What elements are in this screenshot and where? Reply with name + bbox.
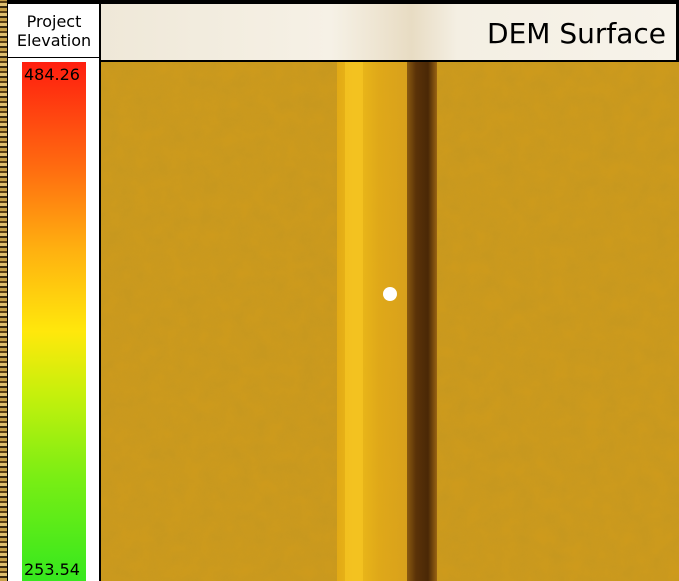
drainage-ditch — [407, 62, 437, 581]
legend-title-box — [8, 0, 100, 58]
location-dot-icon — [383, 287, 397, 301]
map-header: DEM Surface — [101, 0, 679, 62]
legend-title-line-1: Project — [26, 11, 82, 31]
map-edge-strip — [0, 0, 7, 581]
dem-surface-graphic — [101, 62, 679, 581]
elevation-color-ramp: 484.26 253.54 — [22, 62, 86, 581]
dem-surface-canvas[interactable] — [101, 62, 679, 581]
ramp-min-label: 253.54 — [24, 560, 80, 579]
map-view[interactable]: DEM Surface — [101, 0, 679, 581]
legend-title: Project Elevation — [8, 4, 100, 58]
ramp-max-label: 484.26 — [24, 65, 80, 84]
legend-title-line-2: Elevation — [16, 30, 92, 50]
elevation-legend: Project Elevation 484.26 253.54 — [7, 0, 101, 581]
road-edge-highlight — [345, 62, 363, 581]
map-title: DEM Surface — [487, 17, 666, 50]
